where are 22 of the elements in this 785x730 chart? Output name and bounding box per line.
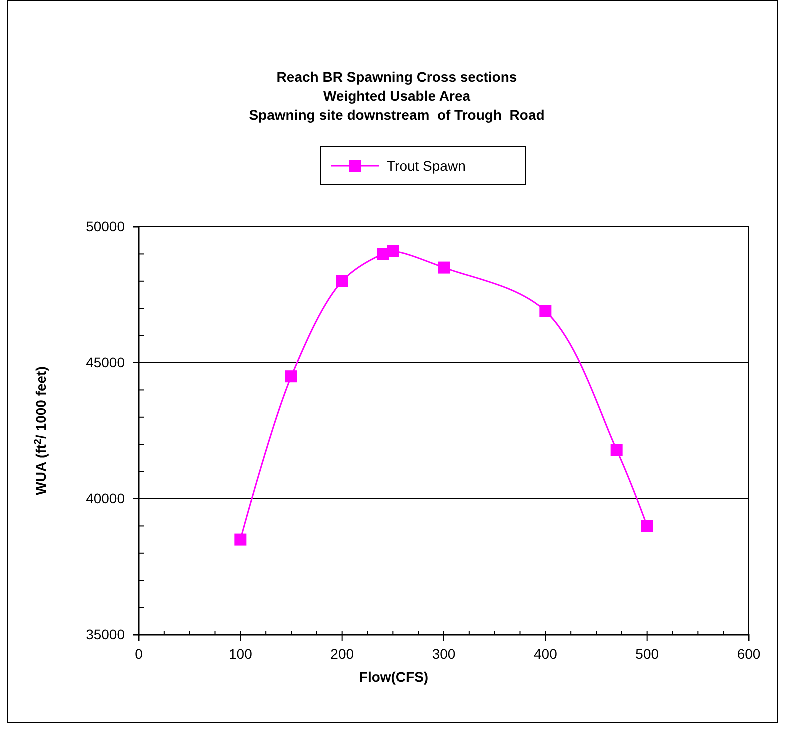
legend-label: Trout Spawn <box>387 158 466 174</box>
x-tick-label: 200 <box>330 646 354 662</box>
x-tick-label: 100 <box>228 646 253 662</box>
y-tick-label: 35000 <box>86 626 126 642</box>
point <box>540 305 552 318</box>
y-tick-label: 45000 <box>86 354 126 370</box>
point <box>387 245 400 258</box>
y-tick-label: 40000 <box>86 490 126 506</box>
chart-title: Reach BR Spawning Cross sections Weighted Usable Area Spawning site downstream of Trough Road <box>249 69 545 123</box>
x-tick-label: 500 <box>636 646 660 662</box>
point <box>610 444 623 456</box>
point <box>438 262 450 274</box>
x-tick-label: 0 <box>135 646 144 662</box>
x-tick-label: 300 <box>432 646 456 662</box>
x-tick-label: 600 <box>737 646 761 662</box>
point <box>286 370 298 383</box>
x-tick-label: 400 <box>534 646 558 662</box>
point <box>336 275 348 288</box>
point <box>641 520 654 532</box>
x-axis-title: Flow(CFS) <box>359 669 429 685</box>
point <box>234 534 247 546</box>
y-tick-label: 50000 <box>86 218 126 234</box>
